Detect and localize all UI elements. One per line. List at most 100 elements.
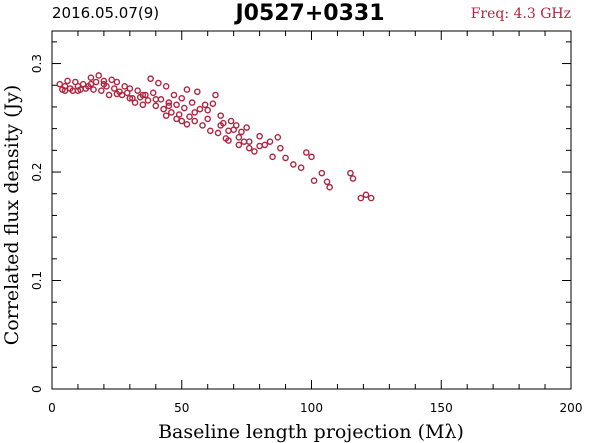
data-point: [217, 122, 224, 129]
data-point: [131, 99, 139, 106]
data-point: [310, 177, 318, 185]
x-tick-label: 100: [300, 401, 323, 415]
data-point: [142, 91, 149, 99]
data-point: [191, 117, 199, 125]
plot-frame: [51, 30, 572, 390]
data-point: [214, 129, 222, 137]
data-point: [178, 117, 186, 125]
data-point: [238, 128, 245, 136]
data-point: [212, 91, 219, 99]
observation-date: 2016.05.07(9): [52, 4, 159, 22]
data-point: [170, 91, 178, 99]
data-point: [232, 122, 240, 129]
axis-ticks: [51, 31, 572, 390]
data-point: [183, 86, 191, 93]
data-point: [183, 120, 191, 128]
data-point: [235, 134, 243, 141]
data-point: [61, 83, 69, 90]
data-point: [323, 178, 331, 186]
data-point: [113, 78, 121, 86]
data-point: [269, 153, 276, 161]
data-point: [149, 89, 157, 97]
data-point: [243, 124, 250, 131]
y-tick-label: 0.1: [30, 271, 44, 290]
data-point: [245, 144, 253, 152]
data-point: [209, 100, 217, 107]
data-point: [126, 94, 134, 102]
y-axis-label: Correlated flux density (Jy): [1, 85, 23, 346]
data-point: [225, 137, 232, 144]
frequency-label: Freq: 4.3 GHz: [471, 6, 571, 22]
data-point: [105, 91, 113, 99]
data-point: [121, 83, 128, 90]
y-tick-label: 0.3: [30, 54, 44, 73]
data-point: [194, 88, 201, 96]
data-point: [165, 102, 173, 110]
data-point: [110, 85, 118, 92]
data-point: [178, 94, 186, 102]
y-tick-labels: 0 0.1 0.2 0.3: [30, 54, 44, 393]
data-point: [362, 191, 370, 199]
data-point: [64, 77, 71, 85]
data-point: [134, 87, 141, 94]
x-axis-label: Baseline length projection (Mλ): [158, 421, 464, 443]
data-point: [100, 77, 108, 85]
data-point: [108, 76, 115, 84]
data-point: [126, 85, 134, 92]
data-point: [201, 101, 209, 109]
data-point: [297, 164, 305, 171]
data-point: [173, 101, 180, 109]
x-tick-labels: 0 50 100 150 200: [48, 401, 582, 415]
data-point: [266, 138, 274, 145]
y-tick-label: 0: [30, 385, 44, 393]
data-point: [61, 87, 69, 94]
data-point: [347, 169, 354, 177]
data-point: [251, 148, 258, 155]
x-tick-label: 0: [48, 401, 56, 415]
data-point: [87, 74, 95, 81]
data-point: [206, 127, 214, 135]
data-point: [139, 101, 147, 109]
data-point: [188, 99, 196, 106]
data-point: [349, 175, 357, 182]
data-point: [367, 194, 375, 202]
data-point: [95, 72, 103, 79]
data-point: [274, 134, 282, 141]
data-point: [199, 122, 206, 129]
data-point: [147, 75, 154, 83]
data-point: [162, 83, 170, 90]
data-point: [160, 105, 167, 113]
data-point: [191, 109, 199, 116]
data-point: [152, 96, 160, 103]
data-point: [256, 132, 263, 140]
data-point: [303, 149, 310, 156]
data-point: [308, 153, 315, 161]
data-point: [225, 127, 232, 135]
data-point: [217, 112, 224, 119]
data-point: [181, 104, 188, 112]
data-point: [173, 115, 180, 123]
x-tick-label: 200: [560, 401, 583, 415]
data-point: [155, 79, 162, 87]
data-point: [256, 142, 263, 150]
data-point: [245, 138, 253, 145]
data-point: [165, 99, 173, 106]
data-point: [152, 102, 160, 110]
data-point: [157, 96, 165, 103]
data-point: [103, 83, 110, 90]
data-point: [139, 91, 147, 99]
data-point: [290, 161, 297, 168]
data-point: [261, 141, 269, 149]
data-point: [168, 109, 175, 116]
data-point: [90, 86, 97, 93]
data-point: [235, 141, 243, 149]
data-point: [282, 154, 289, 162]
data-point: [204, 106, 211, 114]
x-tick-label: 50: [174, 401, 189, 415]
data-point: [144, 97, 152, 104]
data-point: [98, 87, 105, 94]
data-point: [74, 87, 82, 94]
data-point: [204, 115, 211, 123]
data-point: [318, 169, 326, 177]
